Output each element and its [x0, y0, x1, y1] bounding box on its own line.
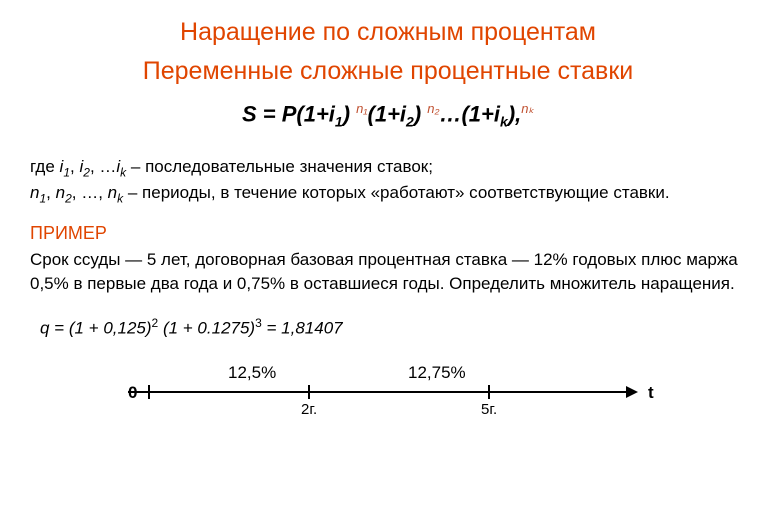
calc-mid: (1 + 0.1275)	[158, 318, 255, 337]
calc-exp2: 3	[255, 316, 262, 330]
desc-nc1: ,	[46, 183, 55, 202]
formula-dots: …(1+i	[439, 101, 500, 126]
timeline-label-2: 12,75%	[408, 363, 466, 383]
desc-s2: 2	[83, 165, 90, 179]
desc-s1: 1	[63, 165, 70, 179]
desc-n2: n	[56, 183, 65, 202]
example-label: ПРИМЕР	[30, 223, 746, 244]
desc-c2: , …	[90, 157, 116, 176]
timeline-bottom-2: 5г.	[481, 401, 497, 418]
desc-post1: – последовательные значения ставок;	[126, 157, 433, 176]
formula-close1: )	[343, 101, 356, 126]
timeline-tick-1	[308, 385, 310, 399]
timeline-tick-0	[148, 385, 150, 399]
desc-nk: n	[108, 183, 117, 202]
formula-exp2: n₂	[427, 101, 439, 116]
timeline-t: t	[648, 383, 654, 403]
main-formula: S = P(1+i1) n₁(1+i2) n₂…(1+ik),nₖ	[30, 101, 746, 130]
timeline-tick-2	[488, 385, 490, 399]
timeline-label-1: 12,5%	[228, 363, 276, 383]
formula-expk: nₖ	[521, 101, 534, 116]
title-line-1: Наращение по сложным процентам	[30, 18, 746, 47]
formula-close3: ),	[508, 101, 521, 126]
timeline-zero: 0	[128, 383, 137, 403]
formula-subk: k	[500, 114, 508, 130]
formula-mid1: (1+i	[368, 101, 407, 126]
calculation: q = (1 + 0,125)2 (1 + 0.1275)3 = 1,81407	[40, 316, 746, 339]
desc-post2: – периоды, в течение которых «работают» …	[123, 183, 669, 202]
timeline-bottom-1: 2г.	[301, 401, 317, 418]
description: где i1, i2, …ik – последовательные значе…	[30, 155, 746, 207]
formula-close2: )	[414, 101, 427, 126]
timeline-diagram: 12,5% 12,75% 0 t 2г. 5г.	[108, 363, 668, 423]
formula-lhs: S = P(1+i	[242, 101, 335, 126]
calc-post: = 1,81407	[262, 318, 343, 337]
formula-exp1: n₁	[356, 101, 367, 116]
desc-nc2: , …,	[72, 183, 108, 202]
timeline-arrow-icon	[626, 386, 638, 398]
formula-sub2: 2	[406, 114, 414, 130]
desc-pre: где	[30, 157, 60, 176]
title-line-2: Переменные сложные процентные ставки	[30, 57, 746, 86]
example-text: Срок ссуды — 5 лет, договорная базовая п…	[30, 248, 746, 296]
timeline-line	[128, 391, 628, 393]
formula-sub1: 1	[335, 114, 343, 130]
calc-pre: q = (1 + 0,125)	[40, 318, 152, 337]
desc-ns2: 2	[65, 191, 72, 205]
